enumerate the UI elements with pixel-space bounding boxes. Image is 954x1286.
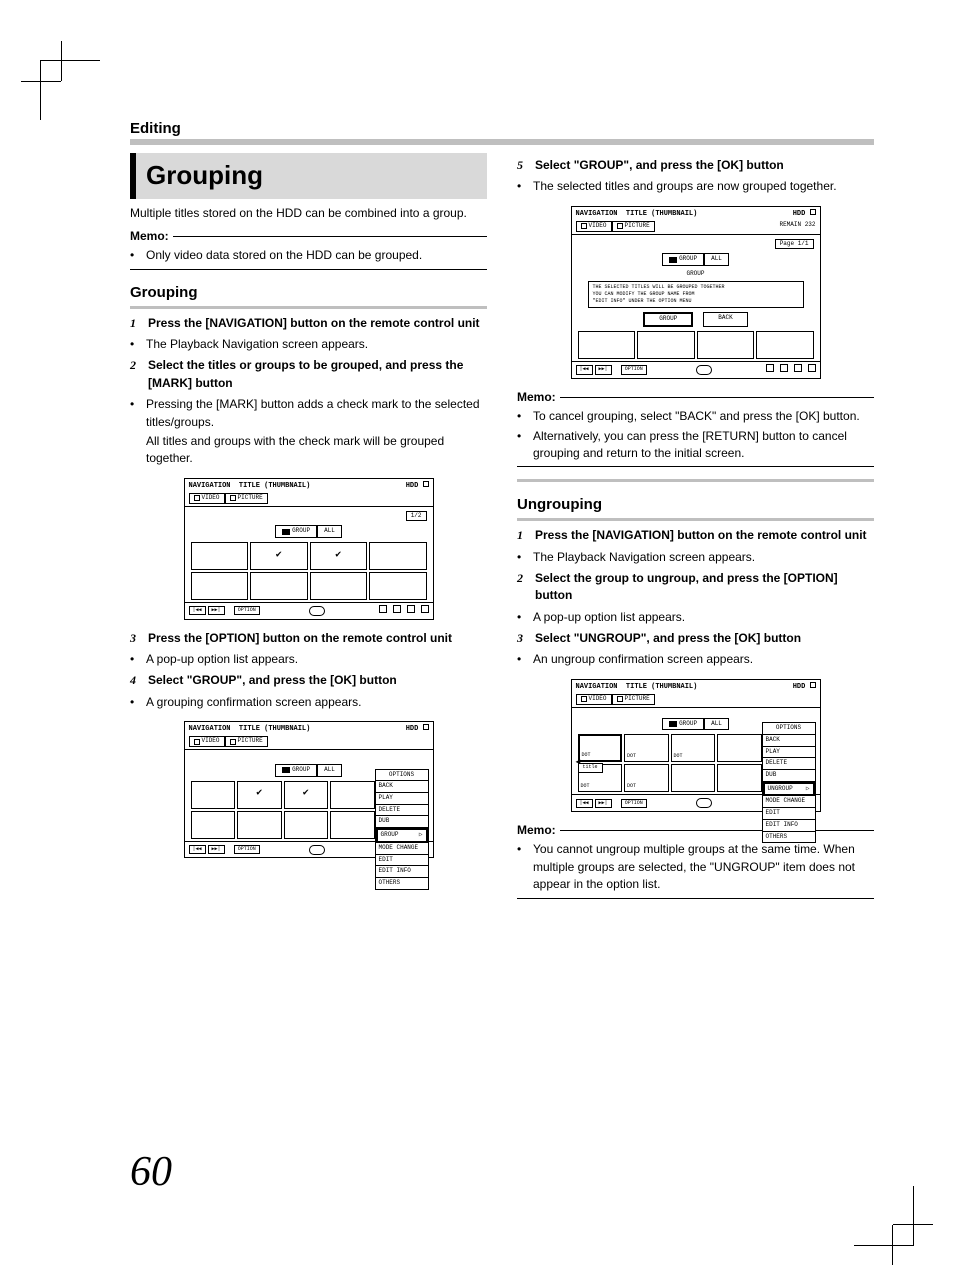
nav-screen-4: NAVIGATION TITLE (THUMBNAIL)HDD VIDEO PI… [571, 679, 821, 812]
confirm-group-button[interactable]: GROUP [643, 312, 693, 327]
confirm-message: THE SELECTED TITLES WILL BE GROUPED TOGE… [588, 281, 804, 309]
memo-item: Only video data stored on the HDD can be… [130, 247, 487, 264]
step-1-bullet: The Playback Navigation screen appears. [130, 336, 487, 353]
step-2-bullet: Pressing the [MARK] button adds a check … [130, 396, 487, 431]
nav-screen-1: NAVIGATION TITLE (THUMBNAIL)HDD VIDEO PI… [184, 478, 434, 620]
page-title: Grouping [130, 153, 487, 199]
picture-tab[interactable]: PICTURE [225, 493, 268, 504]
step-1: 1Press the [NAVIGATION] button on the re… [130, 315, 487, 332]
options-menu-ungroup[interactable]: OPTIONS BACKPLAYDELETEDUB UNGROUP▷ MODE … [762, 722, 816, 843]
step-5: 5Select "GROUP", and press the [OK] butt… [517, 157, 874, 174]
nav-footer: |◀◀▶▶| OPTION [185, 602, 433, 619]
memo-heading-2: Memo: [517, 389, 874, 406]
all-button[interactable]: ALL [317, 525, 342, 538]
title-label: title [578, 763, 603, 772]
memo2-item2: Alternatively, you can press the [RETURN… [517, 428, 874, 463]
picture-tab[interactable]: PICTURE [225, 736, 268, 747]
remain-label: REMAIN 232 [779, 221, 815, 232]
group-button[interactable]: GROUP [275, 764, 317, 777]
memo-heading-3: Memo: [517, 822, 874, 839]
nav-screen-2: NAVIGATION TITLE (THUMBNAIL)HDD VIDEO PI… [184, 721, 434, 858]
crop-mark-tl [40, 60, 100, 120]
grouping-subhead: Grouping [130, 282, 487, 309]
option-ungroup-selected[interactable]: UNGROUP▷ [763, 782, 815, 797]
left-column: Grouping Multiple titles stored on the H… [130, 153, 487, 909]
ungrouping-subhead: Ungrouping [517, 494, 874, 521]
crop-mark-br [854, 1186, 914, 1246]
option-group-selected[interactable]: GROUP▷ [376, 828, 428, 843]
step-2-cont: All titles and groups with the check mar… [146, 433, 487, 468]
section-heading: Editing [130, 120, 874, 145]
ustep-3: 3Select "UNGROUP", and press the [OK] bu… [517, 630, 874, 647]
options-menu[interactable]: OPTIONS BACKPLAYDELETEDUB GROUP▷ MODE CH… [375, 769, 429, 890]
step-4: 4Select "GROUP", and press the [OK] butt… [130, 672, 487, 689]
confirm-back-button[interactable]: BACK [703, 312, 747, 327]
nav-screen-3: NAVIGATION TITLE (THUMBNAIL)HDD VIDEO PI… [571, 206, 821, 379]
pager: 1/2 [406, 511, 427, 522]
memo-heading: Memo: [130, 228, 487, 245]
right-column: 5Select "GROUP", and press the [OK] butt… [517, 153, 874, 909]
intro-text: Multiple titles stored on the HDD can be… [130, 205, 487, 222]
ustep-1: 1Press the [NAVIGATION] button on the re… [517, 527, 874, 544]
step-4-bullet: A grouping confirmation screen appears. [130, 694, 487, 711]
video-tab[interactable]: VIDEO [189, 736, 225, 747]
page-number: 60 [130, 1148, 172, 1196]
video-tab[interactable]: VIDEO [189, 493, 225, 504]
step-3-bullet: A pop-up option list appears. [130, 651, 487, 668]
pager2: Page 1/1 [775, 239, 814, 250]
memo2-item1: To cancel grouping, select "BACK" and pr… [517, 408, 874, 425]
step-5-bullet: The selected titles and groups are now g… [517, 178, 874, 195]
step-2: 2Select the titles or groups to be group… [130, 357, 487, 392]
all-button[interactable]: ALL [317, 764, 342, 777]
group-button[interactable]: GROUP [275, 525, 317, 538]
ustep-2: 2Select the group to ungroup, and press … [517, 570, 874, 605]
memo3-item: You cannot ungroup multiple groups at th… [517, 841, 874, 893]
step-3: 3Press the [OPTION] button on the remote… [130, 630, 487, 647]
